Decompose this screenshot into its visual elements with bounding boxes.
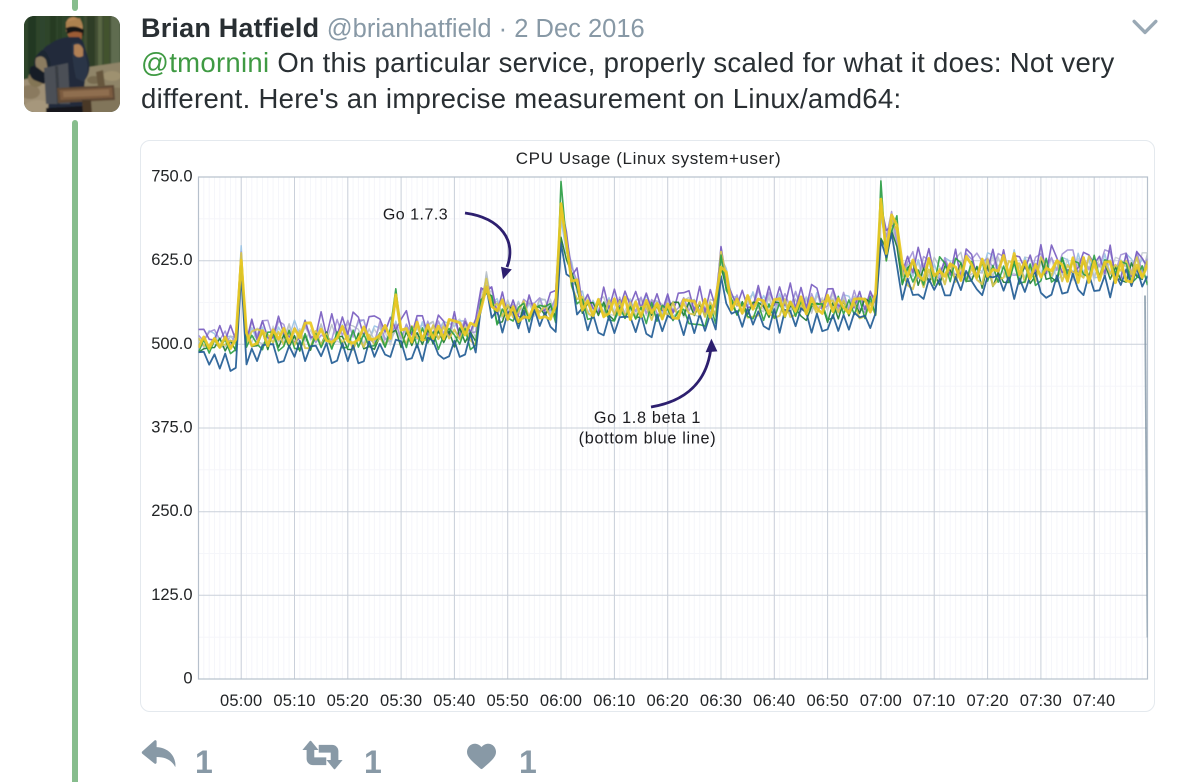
svg-text:(bottom blue line): (bottom blue line) xyxy=(579,430,717,448)
svg-text:05:50: 05:50 xyxy=(487,692,529,710)
svg-text:0: 0 xyxy=(183,670,192,688)
svg-text:05:40: 05:40 xyxy=(433,692,475,710)
svg-text:Go 1.7.3: Go 1.7.3 xyxy=(383,207,448,224)
svg-text:06:20: 06:20 xyxy=(647,692,689,710)
svg-text:625.0: 625.0 xyxy=(151,251,192,269)
svg-text:05:00: 05:00 xyxy=(220,692,262,710)
svg-text:06:00: 06:00 xyxy=(540,692,582,710)
svg-text:07:10: 07:10 xyxy=(913,692,955,710)
svg-text:06:40: 06:40 xyxy=(753,692,795,710)
svg-text:375.0: 375.0 xyxy=(151,419,192,437)
svg-text:05:30: 05:30 xyxy=(380,692,422,710)
svg-text:05:20: 05:20 xyxy=(327,692,369,710)
svg-text:Go 1.8 beta 1: Go 1.8 beta 1 xyxy=(594,409,701,427)
svg-text:07:30: 07:30 xyxy=(1020,692,1062,710)
svg-text:06:50: 06:50 xyxy=(806,692,848,710)
svg-text:CPU Usage (Linux system+user): CPU Usage (Linux system+user) xyxy=(516,149,781,168)
svg-text:05:10: 05:10 xyxy=(273,692,315,710)
svg-text:250.0: 250.0 xyxy=(151,502,192,520)
svg-text:07:40: 07:40 xyxy=(1073,692,1115,710)
svg-text:750.0: 750.0 xyxy=(151,168,192,186)
svg-text:500.0: 500.0 xyxy=(151,335,192,353)
svg-text:06:10: 06:10 xyxy=(593,692,635,710)
svg-text:07:20: 07:20 xyxy=(966,692,1008,710)
svg-text:07:00: 07:00 xyxy=(860,692,902,710)
svg-text:06:30: 06:30 xyxy=(700,692,742,710)
svg-text:125.0: 125.0 xyxy=(151,586,192,604)
